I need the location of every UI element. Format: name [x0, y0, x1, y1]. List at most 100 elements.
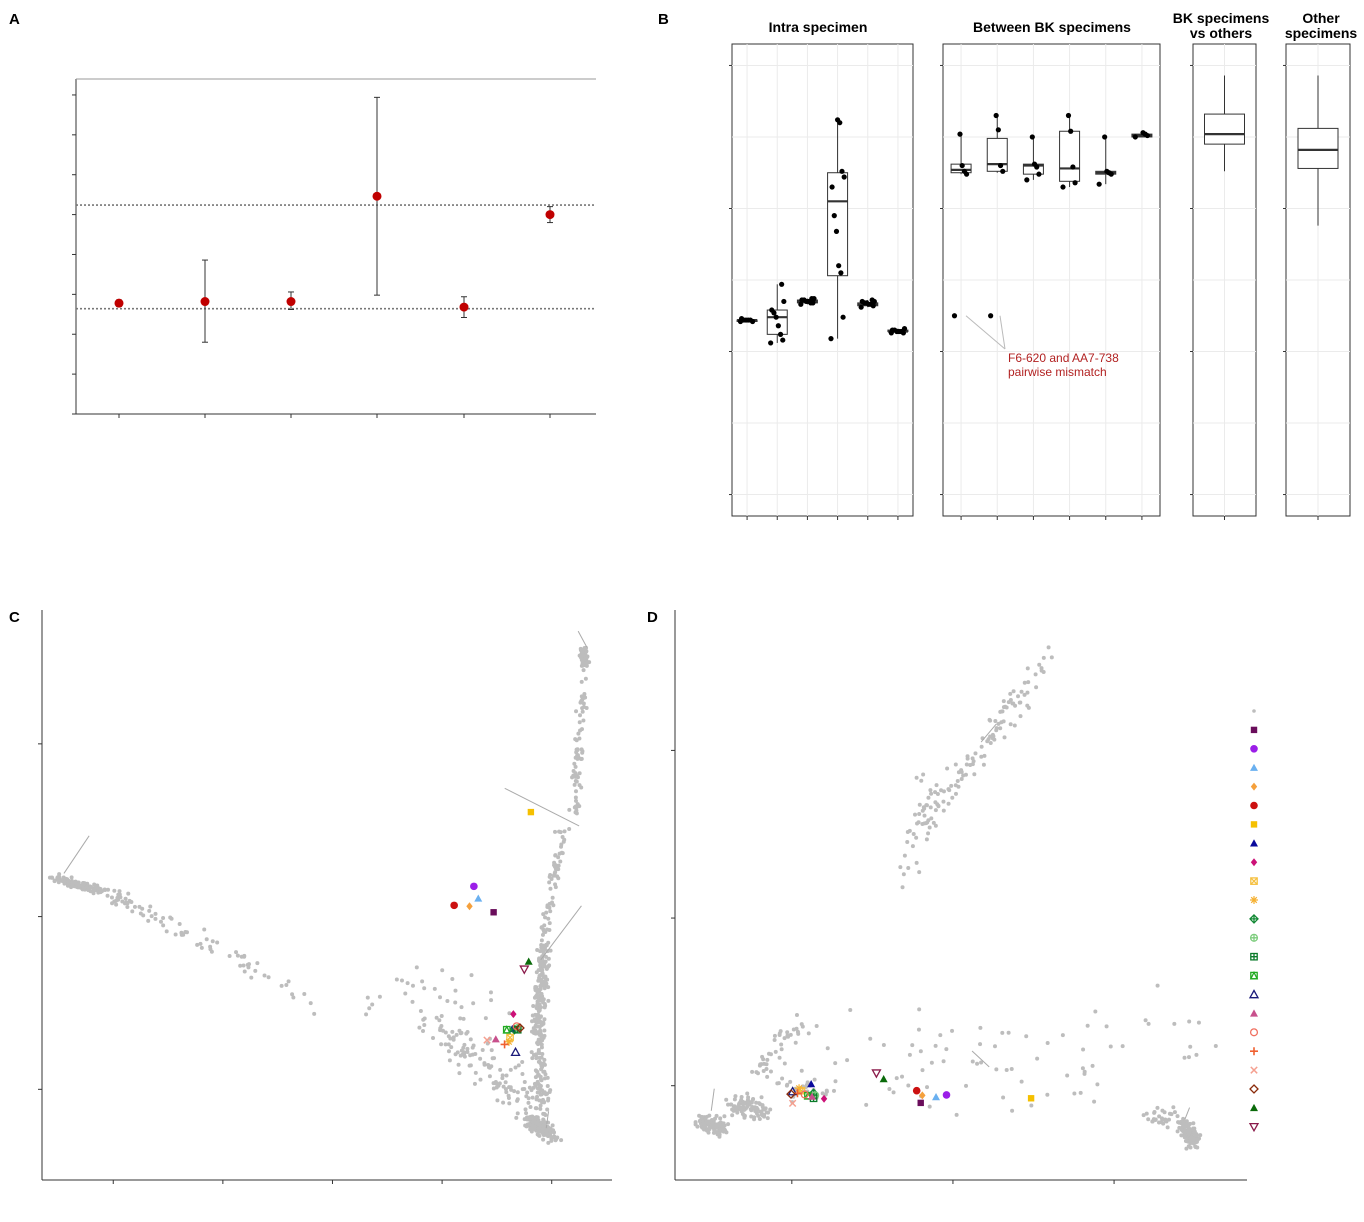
modern-point	[1186, 1132, 1191, 1137]
annotation-text: F6-620 and AA7-738 pairwise mismatch	[1008, 351, 1119, 379]
modern-point	[754, 1070, 759, 1075]
modern-point	[1008, 691, 1013, 696]
legend-item	[1250, 763, 1258, 771]
modern-point	[1008, 722, 1013, 727]
modern-point	[538, 1028, 543, 1033]
modern-point	[900, 885, 905, 890]
modern-point	[918, 1049, 923, 1054]
sample-point-shape	[527, 808, 535, 816]
modern-point	[864, 1102, 869, 1107]
modern-point	[581, 668, 586, 673]
modern-point	[542, 1112, 547, 1117]
data-point	[769, 307, 775, 313]
modern-point	[730, 1113, 735, 1118]
modern-point	[241, 963, 246, 968]
modern-point	[956, 770, 961, 775]
modern-point	[550, 895, 555, 900]
legend-marker-tri	[1249, 970, 1259, 980]
panel-d-pca-plot	[671, 610, 1247, 1184]
modern-point	[105, 893, 110, 898]
data-point	[859, 298, 865, 305]
modern-point	[917, 812, 922, 817]
modern-point	[76, 882, 81, 887]
modern-point	[1194, 1052, 1199, 1057]
legend-item	[1250, 745, 1258, 753]
modern-point	[922, 806, 927, 811]
modern-point	[520, 1087, 525, 1092]
legend-marker	[1248, 1122, 1260, 1133]
modern-point	[891, 1090, 896, 1095]
modern-point	[820, 1091, 825, 1096]
facet-1: Between BK specimens	[940, 19, 1161, 520]
modern-point	[788, 1079, 793, 1084]
modern-point	[553, 853, 558, 858]
modern-point	[775, 1081, 780, 1086]
modern-point	[1165, 1125, 1170, 1130]
sample-point-shape	[912, 1086, 921, 1095]
legend-item	[1250, 877, 1258, 885]
modern-point	[536, 1118, 541, 1123]
modern-point	[497, 1081, 502, 1086]
sample-point	[512, 1022, 521, 1031]
modern-point	[543, 944, 548, 949]
modern-point	[153, 916, 158, 921]
data-point	[1029, 134, 1035, 140]
modern-point	[941, 799, 946, 804]
modern-point	[735, 1110, 740, 1115]
sample-point-shape	[524, 957, 533, 965]
modern-point	[587, 660, 592, 665]
modern-point	[567, 807, 572, 812]
modern-point	[577, 720, 582, 725]
legend-item	[1250, 801, 1258, 810]
modern-point	[536, 1047, 541, 1052]
modern-point	[558, 830, 563, 835]
modern-point	[772, 1037, 777, 1042]
modern-point	[533, 1083, 538, 1088]
modern-point	[1033, 672, 1038, 677]
modern-point	[529, 1029, 534, 1034]
sample-point	[786, 1089, 796, 1100]
modern-point	[812, 1077, 817, 1082]
legend-marker	[1250, 726, 1258, 734]
modern-point	[418, 1008, 423, 1013]
sample-point	[490, 909, 497, 916]
modern-point	[492, 1056, 497, 1061]
modern-point	[925, 1085, 930, 1090]
modern-point	[910, 1043, 915, 1048]
modern-point	[528, 1116, 533, 1121]
modern-point	[986, 737, 991, 742]
modern-point	[567, 827, 572, 832]
modern-point	[1163, 1117, 1168, 1122]
modern-point	[573, 764, 578, 769]
modern-point	[911, 832, 916, 837]
modern-point	[927, 825, 932, 830]
modern-point	[1001, 719, 1006, 724]
sample-point-shape	[800, 1090, 809, 1099]
ancient-samples	[786, 1069, 1035, 1108]
modern-point	[537, 974, 542, 979]
modern-point	[1085, 1023, 1090, 1028]
modern-point	[945, 766, 950, 771]
legend-item	[1250, 1066, 1258, 1074]
region-leader	[540, 905, 582, 961]
facet-title: BK specimens vs others	[1173, 10, 1270, 41]
legend-marker-shape	[1250, 1066, 1258, 1074]
data-point	[1072, 180, 1078, 186]
modern-point	[765, 1116, 770, 1121]
modern-point	[575, 756, 580, 761]
modern-point	[537, 1059, 542, 1064]
modern-point	[199, 945, 204, 950]
legend-marker	[1250, 1047, 1258, 1056]
box	[1204, 113, 1245, 145]
modern-point	[946, 801, 951, 806]
modern-point	[979, 1060, 984, 1065]
modern-point	[746, 1095, 751, 1100]
modern-point	[533, 1052, 538, 1057]
modern-point	[1025, 703, 1030, 708]
modern-point	[935, 802, 940, 807]
modern-point	[487, 1074, 492, 1079]
modern-point	[928, 805, 933, 810]
modern-point	[495, 1098, 500, 1103]
sample-point	[879, 1074, 888, 1083]
